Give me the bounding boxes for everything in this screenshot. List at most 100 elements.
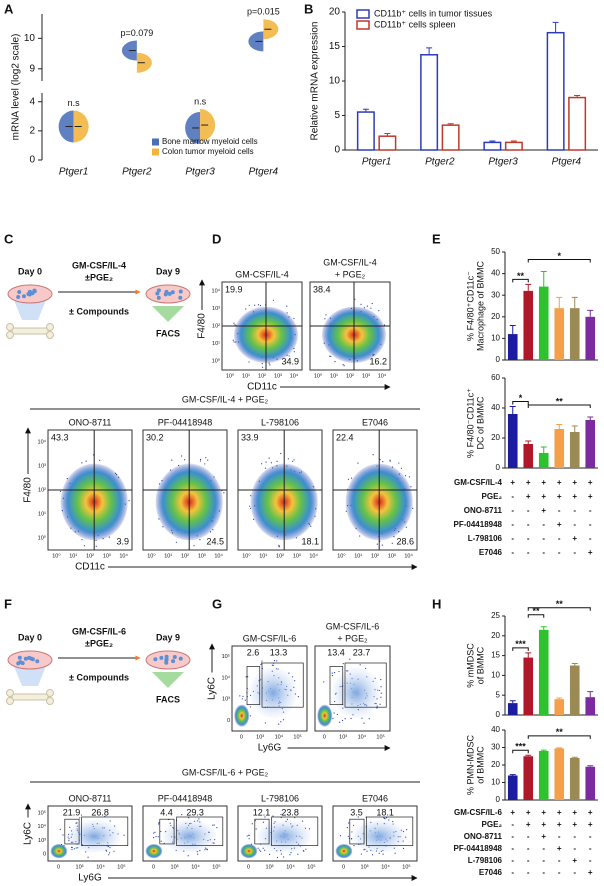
event-dot xyxy=(383,324,386,326)
bar xyxy=(554,699,565,715)
condition-mark: + xyxy=(541,808,546,817)
quadrant-value: 18.1 xyxy=(301,536,319,546)
event-dot xyxy=(153,832,155,834)
event-dot xyxy=(107,854,110,856)
significance-label: *** xyxy=(515,639,526,649)
bar xyxy=(569,432,580,468)
cell xyxy=(32,289,37,294)
event-dot xyxy=(333,712,335,714)
condition-mark: - xyxy=(527,868,530,877)
diagram-text: Day 0 xyxy=(18,266,42,276)
quadrant-value: 16.2 xyxy=(369,356,387,366)
x-tick-label: 0 xyxy=(152,864,155,870)
cell xyxy=(178,656,183,661)
event-dot xyxy=(261,660,263,662)
gate xyxy=(344,662,387,708)
density xyxy=(240,843,258,859)
error-bar xyxy=(510,140,517,143)
bar xyxy=(504,141,523,151)
event-dot xyxy=(251,823,253,825)
event-dot xyxy=(388,819,390,821)
y-tick-label: 10⁵ xyxy=(38,809,46,816)
panel-label: D xyxy=(212,231,221,246)
event-dot xyxy=(239,695,241,697)
gate-value: 18.1 xyxy=(376,807,394,817)
condition-mark: + xyxy=(541,820,546,829)
y-tick-label: 30 xyxy=(491,290,500,299)
x-tick-label: 10⁴ xyxy=(275,733,284,740)
cell xyxy=(27,655,32,660)
event-dot xyxy=(329,355,331,357)
gate-value: 13.4 xyxy=(327,647,345,657)
gate xyxy=(366,816,414,846)
condition-mark: - xyxy=(542,520,545,529)
event-dot xyxy=(95,545,97,547)
condition-mark: - xyxy=(558,868,561,877)
x-tick-label: 10⁰ xyxy=(314,372,323,379)
y-tick-label: 0 xyxy=(334,145,340,156)
y-tick-label: 10¹ xyxy=(212,341,220,347)
error-bar xyxy=(556,296,563,309)
error-bar xyxy=(552,21,559,33)
panel-label: F xyxy=(4,596,12,611)
condition-mark: + xyxy=(510,808,515,817)
x-tick-label: 10¹ xyxy=(259,553,267,559)
bar xyxy=(441,124,460,151)
condition-mark: + xyxy=(572,856,577,865)
event-dot xyxy=(79,817,81,819)
event-dot xyxy=(276,460,278,463)
event-dot xyxy=(380,686,382,688)
y-tick-label: 5 xyxy=(496,690,501,699)
y-tick-label: 0 xyxy=(227,718,230,724)
event-dot xyxy=(347,478,350,480)
error-bar xyxy=(362,108,369,113)
x-tick-label: 10² xyxy=(258,373,266,379)
event-dot xyxy=(264,849,266,851)
event-dot xyxy=(242,695,244,697)
panel-label: G xyxy=(212,596,222,611)
event-dot xyxy=(389,460,391,462)
legend-label: CD11b⁺ cells spleen xyxy=(374,19,456,29)
condition-mark: - xyxy=(573,844,576,853)
error-bar xyxy=(525,652,532,658)
group-title: GM-CSF/IL-4 + PGE₂ xyxy=(182,394,269,404)
event-dot xyxy=(343,365,345,367)
y-tick-label: 20 xyxy=(491,631,500,640)
y-tick-label: 10³ xyxy=(222,697,230,703)
event-dot xyxy=(290,852,292,854)
cell xyxy=(35,659,40,664)
significance-label: ** xyxy=(556,727,564,737)
diagram-text: GM-CSF/IL-6 xyxy=(72,626,126,636)
condition-mark: + xyxy=(557,820,562,829)
error-bar xyxy=(556,697,563,700)
event-dot xyxy=(359,535,361,537)
error-bar xyxy=(525,283,532,291)
gate-value: 4.4 xyxy=(160,807,173,817)
condition-label: GM-CSF/IL-6 xyxy=(454,808,503,817)
event-dot xyxy=(258,849,260,851)
event-dot xyxy=(293,317,295,320)
bar xyxy=(585,766,596,800)
event-dot xyxy=(175,541,178,543)
condition-mark: + xyxy=(526,808,531,817)
condition-mark: - xyxy=(511,520,514,529)
event-dot xyxy=(402,847,405,850)
group-title: GM-CSF/IL-6 + PGE₂ xyxy=(182,767,269,777)
event-dot xyxy=(257,304,260,306)
bone-knob xyxy=(46,323,54,331)
condition-mark: + xyxy=(526,820,531,829)
condition-mark: + xyxy=(541,478,546,487)
y-tick-label: 10⁴ xyxy=(222,674,231,681)
x-tick-label: 10⁴ xyxy=(119,552,128,559)
event-dot xyxy=(71,848,73,850)
event-dot xyxy=(253,518,255,520)
y-tick-label: 10 xyxy=(491,671,500,680)
plot-title: L-798106 xyxy=(261,417,299,427)
event-dot xyxy=(359,664,361,666)
event-dot xyxy=(69,826,71,828)
x-tick-label: Ptger4 xyxy=(249,167,279,178)
y-tick-label: 60 xyxy=(491,373,500,382)
event-dot xyxy=(376,543,378,545)
x-tick-label: Ptger1 xyxy=(362,157,391,168)
event-dot xyxy=(383,817,386,819)
